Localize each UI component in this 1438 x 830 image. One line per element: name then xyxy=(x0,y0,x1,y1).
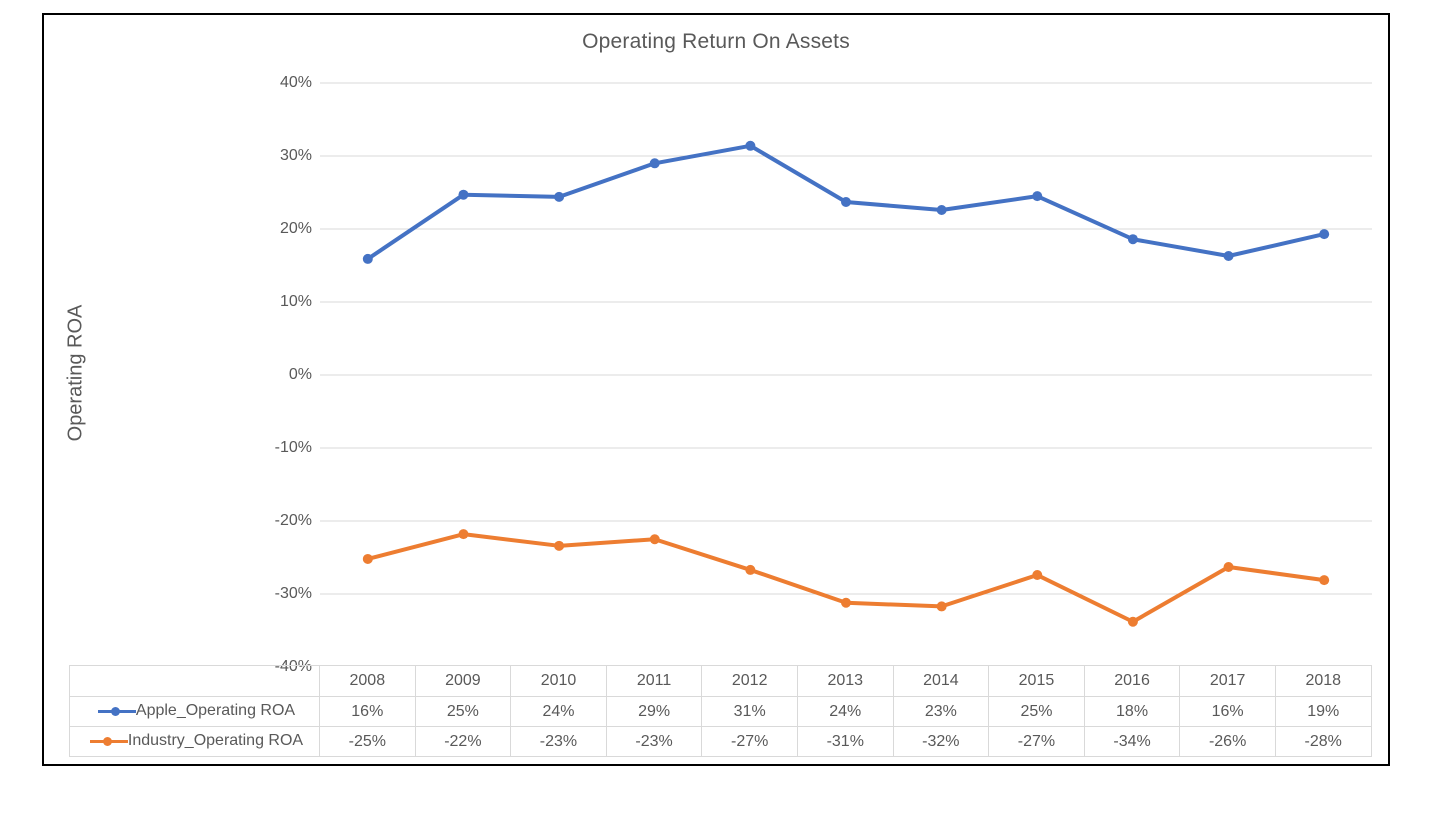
industry-value: -31% xyxy=(796,726,894,757)
year-header: 2015 xyxy=(988,665,1085,697)
industry-value: -25% xyxy=(319,726,416,757)
apple-series-label: Apple_Operating ROA xyxy=(135,702,296,720)
y-tick-20: 20% xyxy=(279,220,312,237)
apple-value: 31% xyxy=(701,696,798,727)
y-tick-neg20: -20% xyxy=(274,512,312,529)
apple-line-marker-icon xyxy=(97,706,136,716)
chart-title: Operating Return On Assets xyxy=(582,30,850,53)
apple-value: 16% xyxy=(319,696,416,727)
apple-value: 18% xyxy=(1083,696,1181,727)
plot-area xyxy=(320,82,1372,627)
industry-value: -32% xyxy=(892,726,990,757)
industry-value: -23% xyxy=(510,726,607,757)
industry-line-marker-icon xyxy=(89,736,128,746)
year-header: 2011 xyxy=(605,665,703,697)
apple-value: 19% xyxy=(1274,696,1372,727)
year-header: 2014 xyxy=(892,665,990,697)
y-tick-40: 40% xyxy=(279,74,312,91)
apple-series-row: Apple_Operating ROA 16% 25% 24% 29% 31% … xyxy=(69,696,1372,727)
y-tick-0: 0% xyxy=(288,366,312,383)
industry-value: -27% xyxy=(988,726,1085,757)
year-header: 2013 xyxy=(796,665,894,697)
year-header: 2018 xyxy=(1274,665,1372,697)
industry-value: -23% xyxy=(605,726,703,757)
industry-value: -34% xyxy=(1083,726,1181,757)
industry-value: -27% xyxy=(701,726,798,757)
apple-value: 24% xyxy=(510,696,607,727)
industry-legend-cell: Industry_Operating ROA xyxy=(69,726,320,757)
apple-value: 16% xyxy=(1179,696,1276,727)
industry-value: -26% xyxy=(1179,726,1276,757)
industry-value: -22% xyxy=(414,726,512,757)
chart-container: Operating Return On Assets Operating ROA… xyxy=(42,13,1390,766)
year-header: 2012 xyxy=(701,665,798,697)
y-tick-30: 30% xyxy=(279,147,312,164)
industry-series-label: Industry_Operating ROA xyxy=(127,732,304,750)
year-header: 2017 xyxy=(1179,665,1276,697)
industry-series-row: Industry_Operating ROA -25% -22% -23% -2… xyxy=(69,726,1372,757)
industry-value: -28% xyxy=(1274,726,1372,757)
apple-value: 29% xyxy=(605,696,703,727)
apple-value: 25% xyxy=(414,696,512,727)
year-header: 2008 xyxy=(319,665,416,697)
table-header-row: 2008 2009 2010 2011 2012 2013 2014 2015 … xyxy=(69,665,1372,697)
apple-legend-cell: Apple_Operating ROA xyxy=(69,696,320,727)
apple-value: 24% xyxy=(796,696,894,727)
data-table: 2008 2009 2010 2011 2012 2013 2014 2015 … xyxy=(69,665,1372,757)
y-tick-10: 10% xyxy=(279,293,312,310)
year-header: 2009 xyxy=(414,665,512,697)
table-corner-cell xyxy=(69,665,320,697)
y-tick-neg30: -30% xyxy=(274,585,312,602)
apple-value: 25% xyxy=(988,696,1085,727)
year-header: 2010 xyxy=(510,665,607,697)
y-tick-neg10: -10% xyxy=(274,439,312,456)
year-header: 2016 xyxy=(1083,665,1181,697)
apple-value: 23% xyxy=(892,696,990,727)
